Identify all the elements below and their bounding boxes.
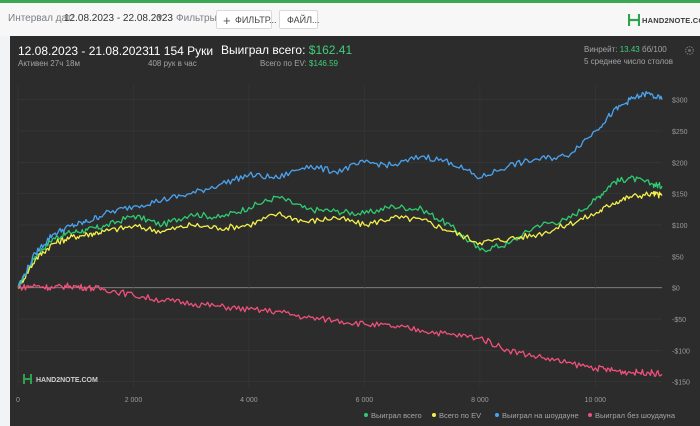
accent-line xyxy=(0,0,700,3)
y-tick-label: $50 xyxy=(672,254,684,261)
legend-item-1: Выиграл всего xyxy=(364,411,422,420)
filters-label: Фильтры: xyxy=(176,13,220,24)
legend-marker xyxy=(495,413,499,417)
series-line-3 xyxy=(17,90,663,289)
file-button[interactable]: ФАЙЛ... xyxy=(279,10,320,29)
y-tick-label: -$150 xyxy=(672,380,690,387)
graph-panel: $300 $250 $200 $150 $100 $50 $0 -$50 -$100 -$150 0… xyxy=(10,36,700,426)
hand2note-logo: HAND2NOTE.COM xyxy=(628,13,700,29)
x-tick-label: 10 000 xyxy=(585,397,607,404)
date-range-label: Интервал дат: xyxy=(8,13,75,24)
legend-item-4: Выиграл без шоудауна xyxy=(588,411,676,420)
series-line-2 xyxy=(17,190,663,289)
x-tick-label: 0 xyxy=(16,397,20,404)
plus-icon: + xyxy=(223,13,231,28)
summary-avg-tables: 5 среднее число столов xyxy=(584,57,673,66)
legend-label: Выиграл на шоудауне xyxy=(502,411,579,420)
legend-item-2: Всего по EV xyxy=(432,411,481,420)
summary-winrate: Винрейт: 13.43 бб/100 xyxy=(584,45,667,54)
series-line-4 xyxy=(17,282,663,377)
chevron-down-icon[interactable]: ▼ xyxy=(156,13,164,22)
x-tick-label: 8 000 xyxy=(471,397,489,404)
y-tick-label: -$100 xyxy=(672,348,690,355)
toolbar: Интервал дат: 12.08.2023 - 22.08.2023 ▼ … xyxy=(0,3,700,36)
winnings-chart: $300 $250 $200 $150 $100 $50 $0 -$50 -$100 -$150 0… xyxy=(16,84,690,420)
date-range-selector[interactable]: 12.08.2023 - 22.08.2023 xyxy=(64,13,173,24)
legend-label: Выиграл всего xyxy=(371,411,422,420)
x-tick-label: 6 000 xyxy=(356,397,374,404)
chart-watermark: HAND2NOTE.COM xyxy=(23,374,98,384)
y-tick-label: $300 xyxy=(672,98,688,105)
watermark-logo-icon xyxy=(23,374,32,384)
summary-hands-per-hour: 408 рук в час xyxy=(148,59,197,68)
y-tick-label: $100 xyxy=(672,223,688,230)
logo-text: HAND2NOTE.COM xyxy=(642,16,700,25)
watermark-text: HAND2NOTE.COM xyxy=(36,377,98,384)
summary-active-time: Активен 27ч 18м xyxy=(18,59,80,68)
y-tick-label: $200 xyxy=(672,160,688,167)
x-tick-label: 4 000 xyxy=(240,397,258,404)
legend-marker xyxy=(432,413,436,417)
y-tick-label: $150 xyxy=(672,192,688,199)
legend-item-3: Выиграл на шоудауне xyxy=(495,411,579,420)
logo-icon xyxy=(628,14,640,26)
summary-date-range: 12.08.2023 - 21.08.2023 xyxy=(18,44,149,58)
legend-marker xyxy=(588,413,592,417)
legend-marker xyxy=(364,413,368,417)
summary-won-total: Выиграл всего: $162.41 xyxy=(221,43,353,57)
y-tick-label: $0 xyxy=(672,286,680,293)
series-line-1 xyxy=(17,175,663,288)
summary-ev-total: Всего по EV: $146.59 xyxy=(260,59,338,68)
gear-icon[interactable] xyxy=(684,45,695,56)
filter-button[interactable]: + ФИЛЬТР... xyxy=(216,10,277,29)
legend-label: Всего по EV xyxy=(439,411,481,420)
legend-label: Выиграл без шоудауна xyxy=(595,411,676,420)
summary-hands: 11 154 Руки xyxy=(148,44,214,58)
y-tick-label: $250 xyxy=(672,129,688,136)
x-tick-label: 2 000 xyxy=(125,397,143,404)
y-tick-label: -$50 xyxy=(672,317,686,324)
